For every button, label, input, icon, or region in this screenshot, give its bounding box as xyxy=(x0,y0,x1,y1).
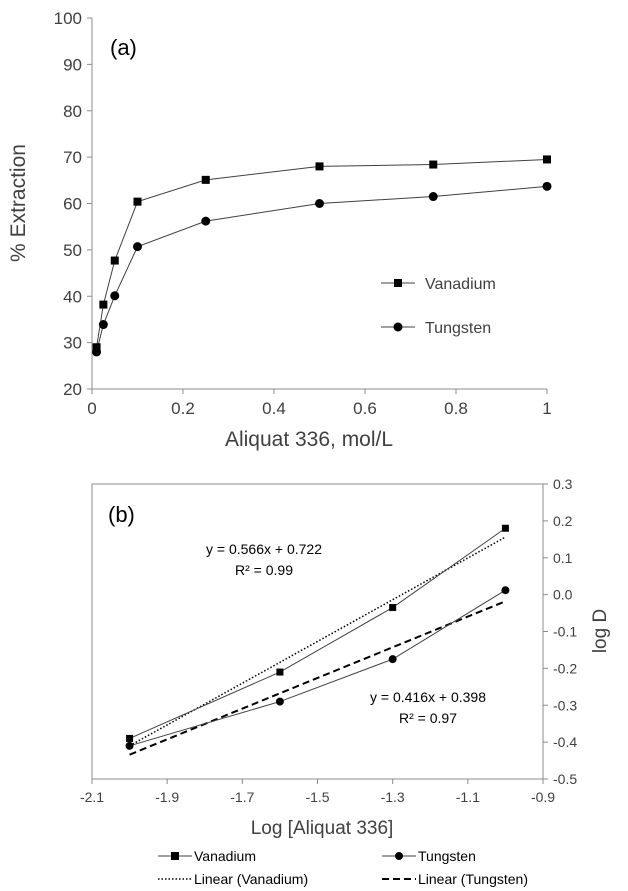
data-point-vanadium-a xyxy=(92,343,101,352)
data-point-vanadium-a xyxy=(110,256,119,265)
trend-r2-tungsten: R² = 0.97 xyxy=(399,710,457,726)
data-point-tungsten-a xyxy=(542,181,552,191)
x-tick-label-b: -1.1 xyxy=(456,789,480,805)
data-point-tungsten-b xyxy=(125,741,134,750)
y-tick-label-b: -0.4 xyxy=(553,734,577,750)
legend-label-linear-vanadium: Linear (Vanadium) xyxy=(194,871,308,887)
y-axis-label-b: log D xyxy=(590,609,611,653)
data-point-vanadium-b xyxy=(501,524,509,532)
y-tick-label-a: 100 xyxy=(54,9,82,28)
panel-a: 20 30 40 50 60 70 80 90 100 0 0.2 0.4 0.6 0.8 1 (a) Al… xyxy=(7,9,552,451)
data-point-tungsten-a xyxy=(133,242,142,252)
y-axis-label-a: % Extraction xyxy=(7,144,30,262)
data-point-tungsten-a xyxy=(110,291,120,301)
data-point-vanadium-a xyxy=(543,155,551,164)
plot-frame-b xyxy=(91,483,544,780)
y-tick-label-a: 70 xyxy=(63,148,82,167)
trend-equation-vanadium: y = 0.566x + 0.722 xyxy=(206,541,322,557)
series-line-tungsten-a xyxy=(96,185,548,353)
y-tick-label-a: 80 xyxy=(63,102,82,121)
x-tick-label-a: 0.2 xyxy=(171,399,195,418)
trend-r2-vanadium: R² = 0.99 xyxy=(235,562,293,578)
legend-label-tungsten-a: Tungsten xyxy=(425,320,491,337)
data-point-vanadium-a xyxy=(133,197,142,206)
series-line-tungsten-b xyxy=(129,589,506,747)
data-point-tungsten-a xyxy=(98,320,108,330)
x-tick-label-b: -1.5 xyxy=(305,789,329,805)
data-point-tungsten-a xyxy=(92,347,102,357)
y-tick-label-a: 50 xyxy=(63,241,82,260)
x-tick-label-b: -0.9 xyxy=(531,789,555,805)
x-tick-label-b: -2.1 xyxy=(80,789,104,805)
legend-marker-tungsten-a xyxy=(393,322,403,332)
data-point-tungsten-a xyxy=(428,192,438,202)
data-point-tungsten-b xyxy=(501,586,510,595)
series-lines-a xyxy=(96,158,548,353)
series-line-vanadium-a xyxy=(96,158,548,348)
x-tick-label-a: 1 xyxy=(542,399,551,418)
legend-b: Vanadium Tungsten Linear (Vanadium) Line… xyxy=(158,848,528,887)
data-point-vanadium-a xyxy=(315,162,324,171)
tick-labels-b: 0.3 0.2 0.1 0.0 -0.1 -0.2 -0.3 -0.4 -0.5 -2.1 -1.9… xyxy=(80,476,577,805)
x-tick-label-a: 0.8 xyxy=(444,399,468,418)
x-axis-label-a: Aliquat 336, mol/L xyxy=(225,428,393,451)
y-tick-label-a: 60 xyxy=(63,195,82,214)
legend-marker-tungsten-b xyxy=(395,852,403,860)
x-tick-label-b: -1.3 xyxy=(381,789,405,805)
y-tick-label-b: 0.0 xyxy=(553,587,573,603)
y-tick-label-b: -0.2 xyxy=(553,660,577,676)
axes-a xyxy=(87,17,548,394)
panel-label-b: (b) xyxy=(108,502,135,527)
y-tick-label-a: 40 xyxy=(63,287,82,306)
y-tick-label-b: -0.3 xyxy=(553,697,577,713)
y-tick-label-b: -0.5 xyxy=(553,771,577,787)
data-point-vanadium-b xyxy=(126,734,134,742)
data-point-tungsten-a xyxy=(315,199,324,208)
legend-marker-vanadium-a xyxy=(394,279,402,287)
data-point-vanadium-b xyxy=(389,604,397,612)
y-tick-label-a: 90 xyxy=(63,55,82,74)
data-point-vanadium-a xyxy=(201,175,210,184)
y-tick-label-a: 20 xyxy=(63,380,82,399)
data-point-tungsten-a xyxy=(201,216,211,226)
data-point-vanadium-a xyxy=(429,160,438,169)
y-tick-label-b: 0.3 xyxy=(553,476,573,492)
series-markers-a xyxy=(92,155,552,357)
y-tick-label-a: 30 xyxy=(63,334,82,353)
data-point-vanadium-a xyxy=(99,300,108,309)
y-tick-label-b: 0.2 xyxy=(553,513,573,529)
y-tick-label-b: -0.1 xyxy=(553,624,577,640)
x-axis-label-b: Log [Aliquat 336] xyxy=(251,818,394,839)
panel-b: 0.3 0.2 0.1 0.0 -0.1 -0.2 -0.3 -0.4 -0.5 -2.1 -1.9… xyxy=(80,476,611,887)
legend-label-vanadium-a: Vanadium xyxy=(425,276,496,293)
x-tick-label-a: 0 xyxy=(87,399,96,418)
legend-label-vanadium-b: Vanadium xyxy=(194,848,256,864)
tick-labels-a: 20 30 40 50 60 70 80 90 100 0 0.2 0.4 0.6 0.8 1 xyxy=(54,9,552,418)
x-tick-label-b: -1.9 xyxy=(155,789,179,805)
axes-b xyxy=(91,483,548,784)
trend-equation-tungsten: y = 0.416x + 0.398 xyxy=(370,689,486,705)
series-lines-b xyxy=(129,527,506,747)
series-markers-b xyxy=(125,524,510,750)
x-tick-label-b: -1.7 xyxy=(230,789,254,805)
panel-label-a: (a) xyxy=(110,35,137,60)
data-point-vanadium-b xyxy=(276,668,284,676)
legend-a: Vanadium Tungsten xyxy=(381,276,496,337)
x-tick-label-a: 0.6 xyxy=(353,399,377,418)
data-point-tungsten-b xyxy=(275,697,284,706)
trendline-dashed xyxy=(129,600,506,756)
data-point-tungsten-b xyxy=(388,655,397,664)
series-line-vanadium-b xyxy=(129,527,506,739)
legend-label-linear-tungsten: Linear (Tungsten) xyxy=(418,871,528,887)
legend-marker-vanadium-b xyxy=(171,852,179,860)
x-tick-label-a: 0.4 xyxy=(262,399,286,418)
y-tick-label-b: 0.1 xyxy=(553,550,573,566)
legend-label-tungsten-b: Tungsten xyxy=(418,848,476,864)
